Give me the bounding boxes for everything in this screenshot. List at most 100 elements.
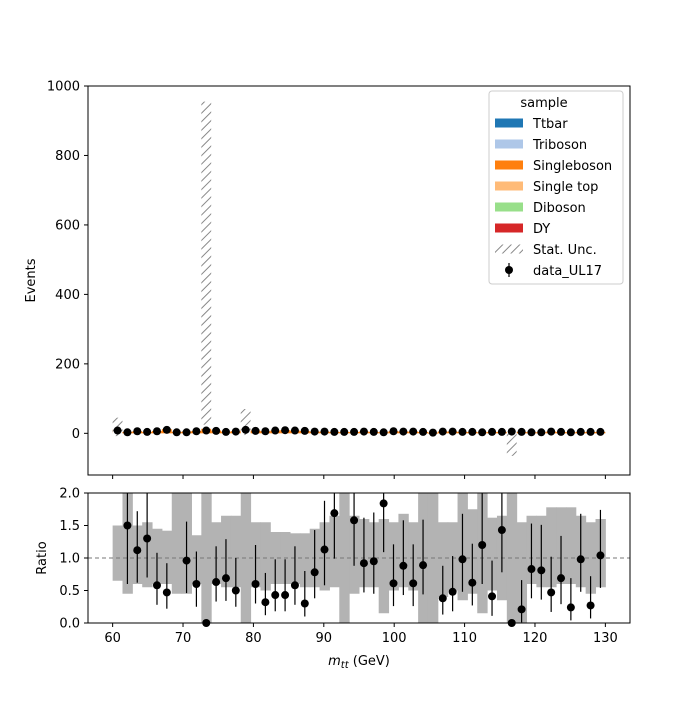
ratio-point [162, 588, 171, 597]
ratio-point [212, 578, 221, 587]
legend-title: sample [520, 96, 567, 111]
ratio-unc-band [437, 522, 449, 597]
data-point [527, 428, 536, 437]
ratio-y-tick-label: 1.0 [59, 552, 80, 567]
data-point [438, 427, 447, 436]
legend-label: DY [533, 222, 550, 237]
legend-box [488, 90, 624, 285]
data-point [517, 427, 526, 436]
ratio-point [478, 541, 487, 549]
ratio-point [290, 581, 299, 590]
ratio-point [261, 598, 270, 607]
y-tick-label: 400 [55, 288, 80, 303]
ratio-point [192, 580, 201, 588]
legend-marker [505, 266, 513, 274]
legend-swatch [495, 139, 523, 149]
data-point [162, 425, 171, 434]
data-point [537, 428, 546, 437]
data-point [133, 427, 142, 436]
data-point [547, 427, 556, 436]
data-point [488, 427, 497, 436]
ratio-point [547, 588, 556, 597]
data-point [340, 427, 349, 436]
data-point [182, 428, 191, 437]
ratio-point [271, 591, 280, 600]
ratio-point [251, 580, 260, 588]
legend-label: Diboson [533, 201, 586, 216]
ratio-unc-band [516, 522, 528, 623]
ratio-unc-band [161, 530, 173, 584]
data-point [113, 426, 122, 435]
x-tick-label: 90 [316, 631, 333, 646]
legend-swatch [495, 160, 523, 170]
y-tick-label: 0 [72, 427, 80, 442]
ratio-point [586, 601, 595, 610]
legend-label: Triboson [532, 138, 587, 153]
y-tick-label: 800 [55, 149, 80, 164]
x-axis-label: mtt (GeV) [328, 654, 390, 671]
ratio-y-tick-label: 0.0 [59, 617, 80, 632]
legend-swatch [495, 202, 523, 212]
main-frame [87, 85, 631, 476]
data-point [271, 426, 280, 435]
ratio-point [143, 534, 152, 543]
data-point [143, 427, 152, 436]
ratio-point [468, 578, 477, 587]
data-point [310, 427, 319, 436]
ratio-point [231, 586, 240, 595]
ratio-unc-band [339, 493, 350, 623]
data-point [350, 427, 359, 436]
data-point [497, 427, 506, 436]
data-point [330, 427, 339, 436]
ratio-y-tick-label: 0.5 [59, 584, 80, 599]
ratio-unc-band [585, 522, 597, 594]
data-point [251, 426, 260, 435]
ratio-point [409, 579, 418, 588]
ratio-point [419, 561, 428, 570]
main-panel: 0 200 400 600 800 1000 Events [24, 80, 631, 479]
x-tick-label: 80 [245, 631, 262, 646]
ratio-point [438, 594, 447, 603]
ratio-point [359, 559, 368, 568]
data-point [300, 426, 309, 435]
data-point [566, 428, 575, 437]
data-point [192, 427, 201, 436]
ratio-point [369, 557, 378, 566]
legend-swatch [495, 223, 523, 233]
x-tick-label: 120 [523, 631, 548, 646]
data-point [359, 427, 368, 436]
ratio-point [379, 499, 388, 508]
legend-swatch [495, 118, 523, 128]
data-point [576, 427, 585, 436]
x-tick-label: 100 [382, 631, 407, 646]
ratio-y-tick-label: 1.5 [59, 519, 80, 534]
data-point [320, 427, 329, 436]
x-tick-label: 110 [452, 631, 477, 646]
x-tick-label: 130 [593, 631, 618, 646]
ratio-unc-band [270, 532, 281, 584]
data-point [379, 428, 388, 437]
ratio-point [537, 566, 546, 575]
ratio-point [488, 592, 497, 601]
data-point [241, 425, 250, 434]
ratio-point [557, 574, 566, 583]
ratio-panel: 0.0 0.5 1.0 1.5 2.0 60 70 80 90 100 110 120 130 Ratio… [35, 487, 631, 671]
data-point [399, 427, 408, 436]
y-axis-label: Events [24, 258, 39, 302]
ratio-point [123, 521, 132, 530]
ratio-unc-band [565, 507, 577, 584]
data-point [123, 428, 132, 437]
data-point [172, 428, 181, 437]
data-point [212, 426, 221, 435]
legend-label: data_UL17 [533, 264, 602, 279]
y-tick-label: 600 [55, 218, 80, 233]
data-point [231, 427, 240, 436]
stat-unc-hatch [201, 101, 212, 425]
legend-swatch [495, 181, 523, 191]
data-point [468, 427, 477, 436]
ratio-point [221, 574, 230, 583]
x-tick-label: 60 [104, 631, 121, 646]
ratio-y-axis-label: Ratio [35, 541, 50, 574]
ratio-point [350, 516, 359, 525]
data-point [557, 427, 566, 436]
